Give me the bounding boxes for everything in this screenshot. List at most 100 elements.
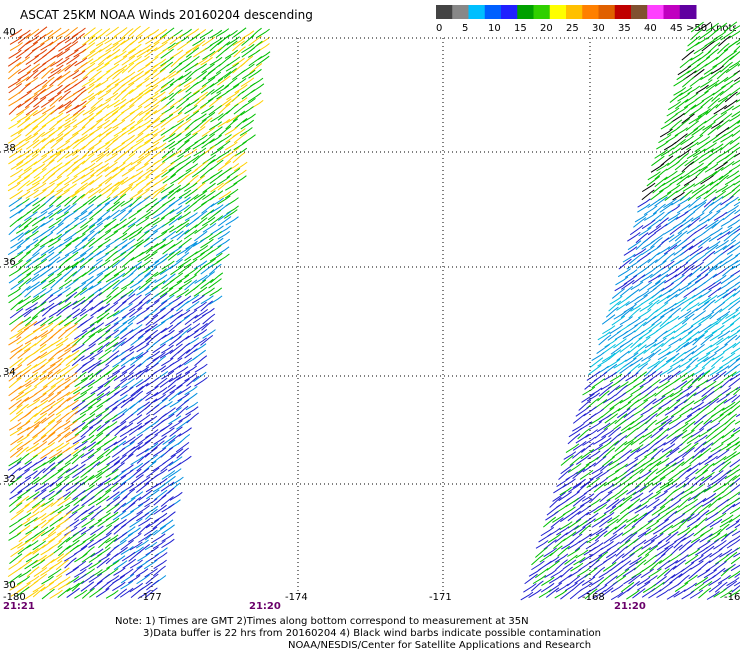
wind-barb [705, 345, 719, 355]
wind-barb [120, 539, 134, 551]
wind-barb [713, 371, 727, 382]
wind-barb [169, 343, 183, 355]
wind-barb [49, 516, 63, 527]
wind-barb [153, 552, 168, 562]
wind-barb [25, 257, 40, 269]
wind-barb [709, 332, 723, 342]
wind-barb [705, 48, 719, 60]
wind-barb [153, 142, 167, 151]
wind-barb [545, 587, 560, 598]
wind-barb [714, 161, 728, 171]
wind-barb [575, 433, 590, 444]
wind-barb [90, 483, 104, 493]
wind-barb [58, 242, 72, 254]
wind-barb [727, 275, 740, 284]
wind-barb [601, 483, 615, 494]
wind-barb [39, 350, 53, 359]
wind-barb [654, 176, 668, 188]
wind-barb [25, 105, 40, 116]
wind-barb [72, 560, 87, 571]
wind-barb [201, 203, 215, 214]
wind-barb [666, 268, 680, 278]
wind-barb [643, 392, 657, 402]
wind-barb [88, 425, 102, 436]
wind-barb [130, 132, 144, 144]
wind-barb [25, 125, 39, 137]
wind-barb [113, 531, 128, 542]
wind-barb [40, 41, 54, 51]
wind-barb [200, 250, 214, 261]
wind-barb [577, 589, 592, 600]
wind-barb [627, 363, 641, 375]
wind-barb [614, 413, 628, 425]
wind-barb [633, 379, 646, 388]
wind-barb [638, 470, 652, 480]
wind-barb [89, 345, 103, 355]
wind-barb [114, 176, 129, 187]
wind-barb [602, 352, 616, 362]
wind-barb [8, 83, 22, 94]
wind-barb [64, 27, 78, 38]
wind-barb [639, 378, 653, 388]
wind-barb [88, 419, 103, 429]
wind-barb [183, 356, 198, 366]
wind-barb [73, 392, 88, 402]
wind-barb [9, 427, 23, 437]
wind-barb [57, 349, 72, 360]
wind-barb [232, 69, 246, 80]
wind-barb [18, 259, 32, 270]
wind-barb [682, 294, 696, 304]
wind-barb [40, 393, 54, 403]
wind-barb [701, 366, 716, 376]
wind-barb [64, 557, 77, 569]
wind-barb [119, 186, 133, 198]
wind-barb [718, 443, 732, 452]
wind-barb [185, 69, 198, 81]
wind-barb [694, 224, 708, 234]
wind-barb [663, 225, 677, 235]
wind-barb [670, 388, 683, 398]
wind-barb [726, 539, 740, 549]
wind-barb [10, 587, 24, 597]
wind-barb [40, 581, 55, 592]
wind-barb [617, 408, 631, 419]
wind-barb [663, 302, 677, 312]
wind-barb [49, 75, 62, 87]
wind-barb [47, 568, 62, 579]
wind-barb [129, 189, 144, 200]
wind-barb [535, 547, 548, 558]
wind-barb [58, 100, 72, 110]
wind-barb [40, 316, 54, 327]
wind-barb [160, 92, 174, 102]
wind-barb [137, 523, 151, 535]
wind-barb [194, 355, 208, 367]
wind-barb [89, 175, 103, 186]
wind-barb [33, 370, 47, 381]
wind-barb [712, 268, 726, 278]
wind-barb [136, 426, 151, 437]
wind-barb [593, 513, 607, 522]
wind-barb [724, 72, 738, 83]
wind-barb [664, 293, 678, 304]
wind-barb [24, 462, 38, 472]
wind-barb [621, 552, 635, 563]
wind-barb [33, 88, 46, 100]
wind-barb [56, 254, 70, 263]
wind-barb [73, 517, 88, 528]
wind-barb [49, 505, 64, 516]
wind-barb [643, 343, 657, 354]
wind-barb [23, 119, 38, 130]
wind-barb [724, 176, 739, 186]
wind-barb [167, 468, 182, 479]
wind-barb [48, 251, 62, 262]
wind-barb [680, 135, 694, 146]
wind-barb [694, 63, 708, 74]
wind-barb [665, 378, 679, 389]
wind-barb [65, 464, 79, 473]
wind-barb [112, 119, 126, 129]
wind-barb [71, 505, 85, 514]
wind-barb [10, 344, 24, 353]
wind-barb [103, 376, 117, 388]
wind-barb [81, 327, 96, 338]
wind-barb [524, 573, 538, 585]
